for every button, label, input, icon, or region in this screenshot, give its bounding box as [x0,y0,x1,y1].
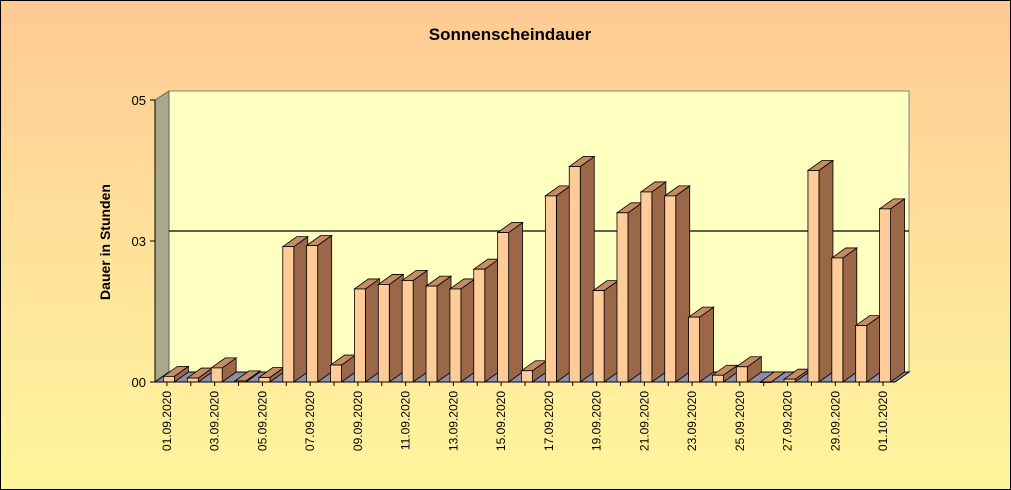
bar-side [579,155,595,383]
bar-front [521,370,533,383]
bar-front [330,364,342,383]
bar-side [365,278,380,383]
bar-front [688,316,700,383]
x-tick-label: 23.09.2020 [685,391,699,451]
bar-side [484,258,500,383]
plot-side-wall [154,90,170,383]
bar-front [473,268,486,383]
x-tick-label: 25.09.2020 [733,391,747,451]
bar-front [449,288,462,383]
bar-side [890,198,905,383]
y-tick-label: 05 [132,93,146,108]
bar-side [460,278,476,383]
bar [400,269,429,383]
bar-front [354,288,366,383]
bar-front [879,208,891,383]
x-tick-label: 03.09.2020 [208,391,222,451]
x-tick-label: 01.09.2020 [160,391,174,451]
bar-front [664,195,677,383]
bar [591,279,620,383]
bar-front [186,377,199,383]
bar-front [425,285,438,383]
bar-front [163,375,175,383]
bar-front [258,377,271,383]
bar-front [306,245,319,383]
x-tick-label: 11.09.2020 [399,391,413,450]
bar-side [293,235,309,383]
x-tick-label: 13.09.2020 [446,391,460,451]
bar-side [627,202,643,383]
bar-front [401,280,414,383]
bar [782,368,811,383]
bar [448,278,477,383]
bar-side [675,185,691,383]
bar-side [508,221,524,383]
bar [615,202,644,383]
bar-front [568,166,581,383]
x-tick-label: 01.10.2020 [876,391,890,451]
bar [377,273,405,383]
bar [830,247,859,383]
bar [854,314,882,383]
bar [639,181,668,383]
bar-front [497,232,510,383]
x-tick-label: 05.09.2020 [255,391,269,451]
bar [162,365,190,383]
bar-side [866,314,882,383]
bar [353,278,381,383]
x-tick-label: 27.09.2020 [781,391,795,451]
bar [472,258,501,383]
bar [544,185,572,383]
bar [567,155,596,383]
bar-front [735,366,748,383]
bar-front [377,284,390,383]
x-tick-label: 29.09.2020 [828,391,842,451]
x-tick-label: 21.09.2020 [637,391,651,451]
bar [687,306,715,383]
bar-side [818,159,834,383]
bar [209,357,238,383]
y-tick-label: 03 [132,234,146,249]
bar [806,159,835,383]
bar-front [807,170,820,383]
bar-front [592,290,605,383]
y-tick-label: 00 [132,375,146,390]
x-tick-label: 09.09.2020 [351,391,365,451]
bar-side [388,273,404,383]
bar-front [855,325,868,383]
bar-side [842,247,858,383]
bar [878,198,906,383]
x-tick-label: 19.09.2020 [590,391,604,451]
bar-side [317,234,333,383]
bar-side [603,279,619,383]
x-tick-label: 17.09.2020 [542,391,556,451]
bar [663,185,691,383]
bar [305,234,333,383]
bar-front [640,191,653,383]
bar [329,354,357,383]
chart-title: Sonnenscheindauer [429,25,592,44]
y-axis-label: Dauer in Stunden [97,184,113,300]
bar-front [831,257,844,383]
bar-front [282,246,295,383]
x-tick-label: 07.09.2020 [303,391,317,451]
bar-front [210,367,223,383]
bar-side [651,181,667,383]
bar [711,364,739,383]
bar [424,275,453,383]
bar-side [436,275,452,383]
bar-front [544,195,557,383]
bar-side [555,185,571,383]
bar [281,235,310,383]
bar-side [699,306,714,383]
bar [496,221,524,383]
bar-side [412,269,428,383]
bar-front [616,212,629,383]
x-tick-label: 15.09.2020 [494,391,508,451]
bar-front [712,374,724,383]
